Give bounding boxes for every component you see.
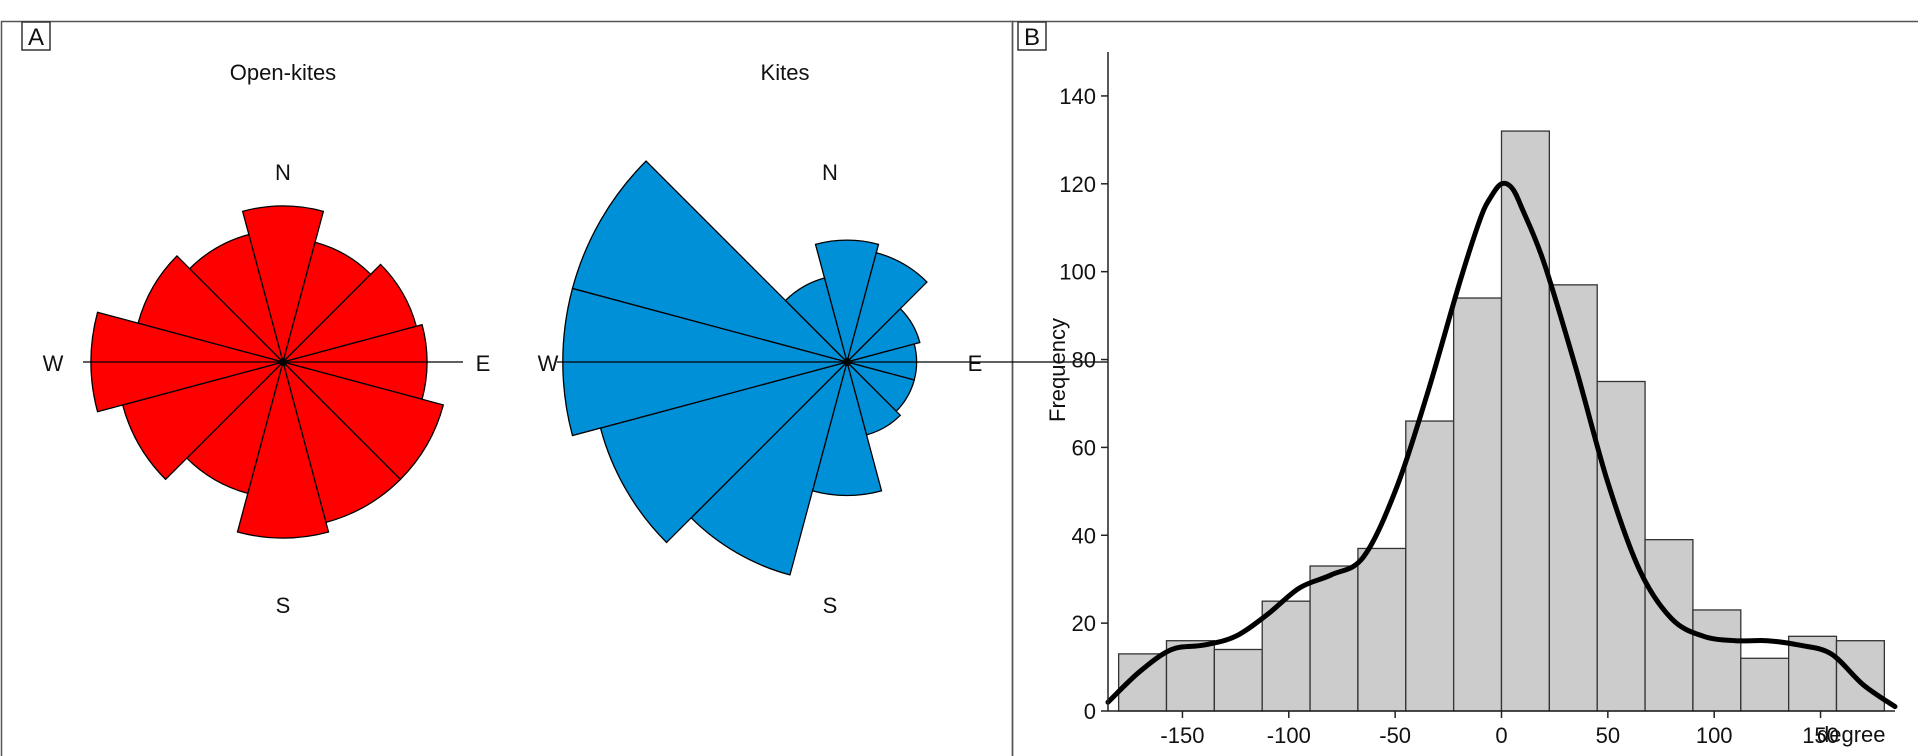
y-tick-label: 40 <box>1072 523 1096 548</box>
histogram-bar <box>1405 420 1455 712</box>
y-tick-label: 0 <box>1084 699 1096 724</box>
y-tick-label: 20 <box>1072 611 1096 636</box>
x-tick-label: -100 <box>1267 723 1311 748</box>
rose-open-kites-sector-180 <box>236 359 330 539</box>
rose-kites-east-label: E <box>968 351 983 376</box>
rose-kites-sector-60 <box>844 307 921 364</box>
histogram-bar <box>1452 297 1503 712</box>
histogram-bar <box>1835 640 1886 712</box>
x-axis-label: degree <box>1817 722 1886 747</box>
y-axis-label: Frequency <box>1045 318 1070 422</box>
panel-a-letter-box <box>21 21 51 51</box>
rose-open-kites-center-point <box>279 358 287 366</box>
histogram-bar <box>1596 380 1646 712</box>
density-curve <box>1105 180 1898 710</box>
histogram-bar <box>1548 284 1598 712</box>
rose-open-kites-south-label: S <box>276 593 291 618</box>
panel-b-letter-box <box>1017 21 1047 51</box>
histogram-bar <box>1261 600 1311 712</box>
y-tick-label: 80 <box>1072 348 1096 373</box>
rose-open-kites-sector-150 <box>281 359 402 524</box>
rose-kites-center-point <box>843 358 851 366</box>
rose-open-kites-west-label: W <box>43 351 64 376</box>
histogram-bar <box>1644 539 1694 712</box>
rose-open-kites-north-label: N <box>275 160 291 185</box>
y-tick-label: 100 <box>1059 260 1096 285</box>
y-tick-label: 140 <box>1059 84 1096 109</box>
rose-kites-sector-30 <box>845 251 928 365</box>
rose-open-kites-sector-330 <box>188 233 285 365</box>
x-tick-label: 100 <box>1696 723 1733 748</box>
rose-kites-west-label: W <box>538 351 559 376</box>
panel-b-frame <box>1011 20 1918 756</box>
panel-a-letter: A <box>28 24 44 51</box>
x-tick-label: 50 <box>1596 723 1620 748</box>
rose-open-kites-sector-0 <box>241 205 325 365</box>
rose-open-kites-sector-120 <box>280 360 445 481</box>
rose-kites-sector-0 <box>814 239 880 365</box>
rose-open-kites-title: Open-kites <box>230 60 336 85</box>
histogram-bar <box>1213 648 1263 712</box>
x-tick-label: 150 <box>1802 723 1839 748</box>
histogram-bar <box>1357 547 1407 712</box>
histogram-bar <box>1309 565 1359 712</box>
rose-open-kites-sector-300 <box>137 255 286 364</box>
rose-open-kites: Open-kites N E S W <box>43 60 491 618</box>
histogram-bar <box>1740 657 1790 712</box>
rose-kites-sector-330 <box>784 277 849 365</box>
rose-kites: Kites N E S W <box>538 60 1108 618</box>
x-tick-label: -150 <box>1160 723 1204 748</box>
rose-kites-sector-240 <box>599 360 850 544</box>
rose-kites-sector-300 <box>571 160 850 364</box>
rose-kites-sector-210 <box>690 359 849 576</box>
x-tick-label: 0 <box>1495 723 1507 748</box>
rose-kites-south-label: S <box>823 593 838 618</box>
rose-kites-title: Kites <box>761 60 810 85</box>
rose-open-kites-sector-240 <box>121 360 286 481</box>
rose-open-kites-east-label: E <box>476 351 491 376</box>
rose-kites-north-label: N <box>822 160 838 185</box>
histogram-bar <box>1692 609 1742 712</box>
x-tick-label: -50 <box>1379 723 1411 748</box>
y-tick-label: 60 <box>1072 435 1096 460</box>
y-tick-label: 120 <box>1059 172 1096 197</box>
panel-b-letter: B <box>1024 24 1040 51</box>
